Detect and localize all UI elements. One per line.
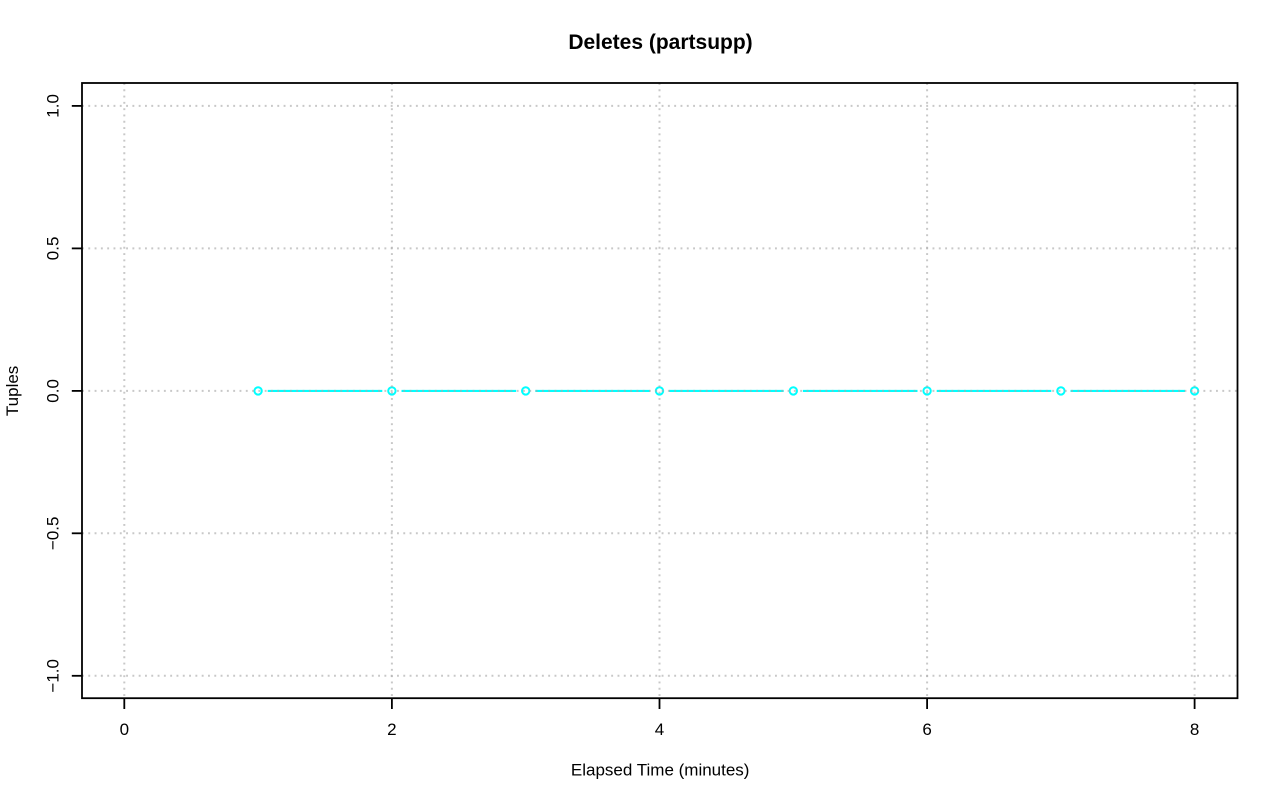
svg-text:Deletes (partsupp): Deletes (partsupp) — [568, 31, 752, 54]
svg-text:Elapsed Time (minutes): Elapsed Time (minutes) — [571, 760, 750, 779]
svg-text:Tuples: Tuples — [3, 366, 22, 416]
svg-text:−0.5: −0.5 — [44, 517, 63, 551]
svg-text:4: 4 — [655, 720, 664, 739]
svg-text:1.0: 1.0 — [44, 94, 63, 118]
svg-text:8: 8 — [1190, 720, 1199, 739]
svg-text:0.0: 0.0 — [44, 379, 63, 403]
svg-text:6: 6 — [922, 720, 931, 739]
svg-text:−1.0: −1.0 — [44, 659, 63, 693]
svg-text:2: 2 — [387, 720, 396, 739]
svg-text:0.5: 0.5 — [44, 237, 63, 261]
svg-text:0: 0 — [120, 720, 129, 739]
